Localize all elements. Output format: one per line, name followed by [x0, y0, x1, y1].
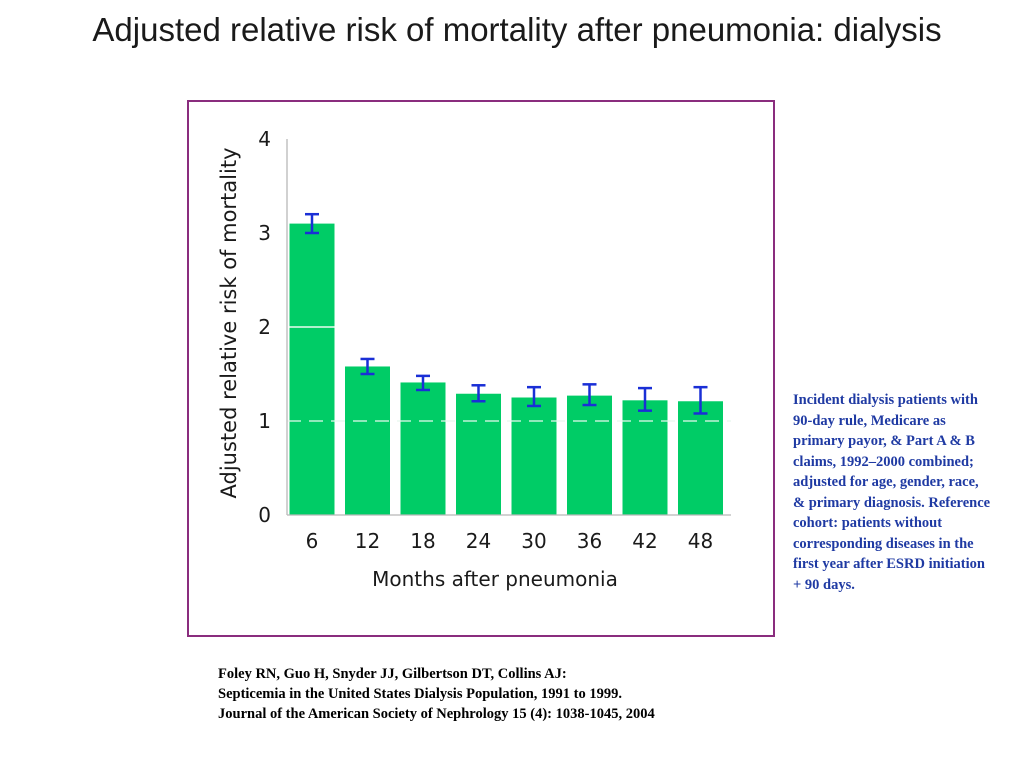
bar-36 — [567, 395, 612, 515]
bars-layer — [289, 223, 723, 515]
bar-12 — [345, 366, 390, 515]
y-tick-label-3: 3 — [258, 221, 271, 245]
y-tick-label-2: 2 — [258, 315, 271, 339]
slide-title: Adjusted relative risk of mortality afte… — [92, 11, 942, 48]
x-tick-label-42: 42 — [632, 529, 657, 553]
error-bar-42 — [638, 386, 652, 412]
chart-frame: 0 1 2 3 4 6 12 18 24 30 36 42 48 Months after pneumon… — [187, 100, 775, 637]
error-bar-6 — [305, 212, 319, 235]
error-bar-24 — [471, 384, 486, 403]
x-axis-label: Months after pneumonia — [372, 567, 618, 591]
x-tick-label-36: 36 — [577, 529, 602, 553]
error-bar-30 — [527, 385, 541, 408]
bar-24 — [456, 393, 501, 515]
y-tick-label-0: 0 — [258, 503, 271, 527]
bar-48 — [678, 401, 723, 515]
error-bar-12 — [360, 357, 375, 376]
x-tick-label-6: 6 — [306, 529, 319, 553]
citation-line-1: Foley RN, Guo H, Snyder JJ, Gilbertson D… — [218, 666, 567, 682]
x-tick-label-30: 30 — [521, 529, 546, 553]
error-bar-48 — [693, 385, 708, 415]
citation-line-2: Septicemia in the United States Dialysis… — [218, 686, 622, 702]
y-axis-label: Adjusted relative risk of mortality — [217, 148, 241, 499]
x-tick-label-12: 12 — [355, 529, 380, 553]
bar-42 — [622, 400, 668, 515]
y-tick-label-1: 1 — [258, 409, 271, 433]
bar-18 — [400, 382, 446, 515]
citation-line-3: Journal of the American Society of Nephr… — [218, 706, 655, 722]
x-tick-label-18: 18 — [410, 529, 435, 553]
bar-30 — [511, 397, 557, 515]
error-bar-36 — [582, 383, 597, 407]
axis-layer — [286, 139, 731, 516]
y-tick-label-4: 4 — [258, 127, 271, 151]
x-tick-label-24: 24 — [466, 529, 491, 553]
cohort-note: Incident dialysis patients with 90-day r… — [793, 392, 991, 593]
error-bars-layer — [305, 212, 708, 415]
citation: Foley RN, Guo H, Snyder JJ, Gilbertson D… — [218, 664, 838, 724]
x-tick-label-48: 48 — [688, 529, 713, 553]
reference-line-layer — [287, 326, 731, 422]
bar-6 — [289, 223, 335, 515]
error-bar-18 — [416, 374, 430, 392]
